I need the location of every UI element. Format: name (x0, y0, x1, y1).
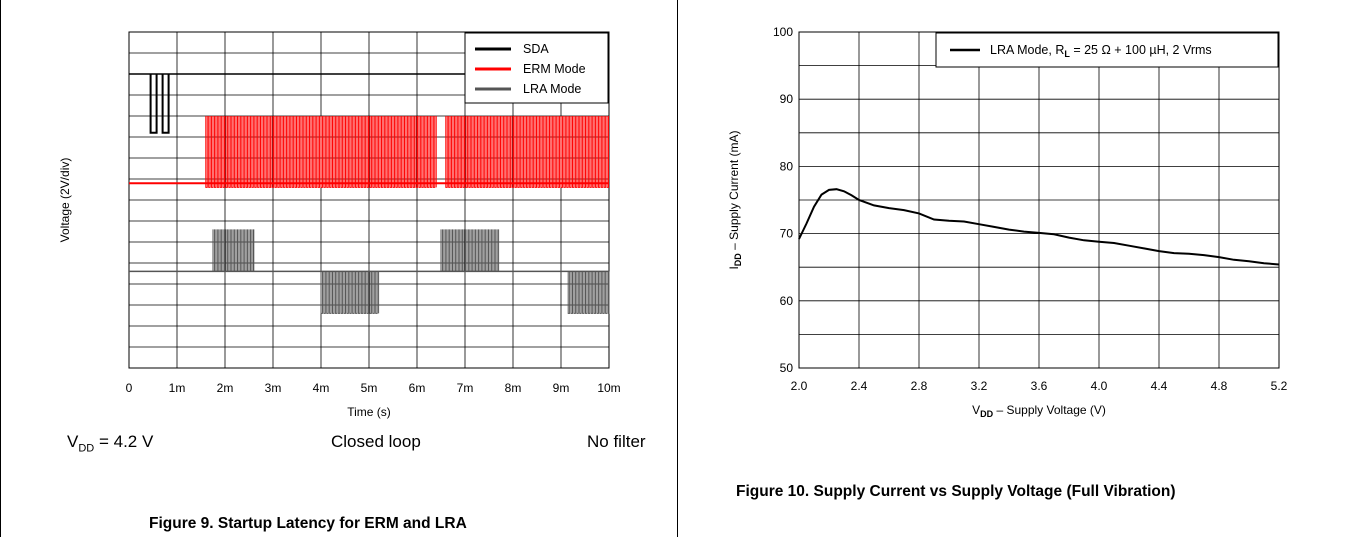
trace-burst (205, 116, 437, 188)
x-tick-label: 7m (457, 381, 474, 395)
x-tick-label: 4.4 (1151, 379, 1168, 393)
x-tick-label: 1m (169, 381, 186, 395)
figure-10-panel: 50 60 70 80 90 100 2.0 2.4 2.8 3.2 3.6 4.0 4.4 4.8 5.… (678, 0, 1351, 537)
legend: LRA Mode, RL = 25 Ω + 100 µH, 2 Vrms (935, 32, 1279, 68)
x-tick-labels: 0 1m 2m 3m 4m 5m 6m 7m 8m 9m 10m (126, 381, 621, 395)
x-tick-label: 4.8 (1211, 379, 1228, 393)
y-axis-label: IDD – Supply Current (mA) (727, 130, 743, 269)
trace-burst (212, 229, 255, 272)
traces (129, 73, 610, 314)
x-tick-label: 2.8 (911, 379, 928, 393)
x-tick-label: 3.2 (971, 379, 988, 393)
x-tick-label: 6m (409, 381, 426, 395)
x-tick-label: 2.4 (851, 379, 868, 393)
x-tick-label: 3.6 (1031, 379, 1048, 393)
x-axis-label: VDD – Supply Voltage (V) (972, 403, 1106, 419)
y-tick-labels: 50 60 70 80 90 100 (773, 25, 793, 375)
x-tick-label: 9m (553, 381, 570, 395)
supply-current-chart: 50 60 70 80 90 100 2.0 2.4 2.8 3.2 3.6 4.0 4.4 4.8 5.… (727, 25, 1288, 419)
trace-burst (320, 271, 380, 314)
x-axis-label: Time (s) (347, 405, 391, 419)
trace-erm-mode (129, 116, 610, 188)
trace-burst (445, 116, 610, 188)
loop-condition: Closed loop (331, 432, 421, 451)
x-tick-label: 0 (126, 381, 133, 395)
y-tick-label: 100 (773, 25, 793, 39)
legend-label: SDA (523, 42, 549, 56)
figure-10-caption: Figure 10. Supply Current vs Supply Volt… (736, 483, 1176, 500)
trace-burst (567, 271, 610, 314)
series-line-lra-mode (798, 188, 1280, 266)
y-tick-label: 70 (780, 227, 794, 241)
legend-label: ERM Mode (523, 62, 586, 76)
x-tick-label: 3m (265, 381, 282, 395)
y-tick-label: 60 (780, 294, 794, 308)
startup-latency-chart: 0 1m 2m 3m 4m 5m 6m 7m 8m 9m 10m SDA ERM Mode LRA Mo… (58, 31, 621, 419)
legend-label: LRA Mode (523, 82, 581, 96)
legend: SDA ERM Mode LRA Mode (464, 32, 609, 104)
trace-burst (440, 229, 500, 272)
x-tick-labels: 2.0 2.4 2.8 3.2 3.6 4.0 4.4 4.8 5.2 (791, 379, 1288, 393)
grid (799, 32, 1279, 368)
x-tick-label: 5m (361, 381, 378, 395)
x-tick-label: 8m (505, 381, 522, 395)
figure-9-panel: 0 1m 2m 3m 4m 5m 6m 7m 8m 9m 10m SDA ERM Mode LRA Mo… (0, 0, 678, 537)
x-tick-label: 2.0 (791, 379, 808, 393)
x-tick-label: 2m (217, 381, 234, 395)
filter-condition: No filter (587, 432, 646, 451)
x-tick-label: 4m (313, 381, 330, 395)
y-axis-label: Voltage (2V/div) (58, 158, 72, 243)
vdd-condition: VDD = 4.2 V (67, 432, 154, 455)
figure-9-caption: Figure 9. Startup Latency for ERM and LR… (149, 515, 467, 532)
trace-lra-mode (129, 229, 610, 314)
x-tick-label: 5.2 (1271, 379, 1288, 393)
x-tick-label: 10m (597, 381, 620, 395)
y-tick-label: 80 (780, 159, 794, 173)
legend-box (935, 32, 1279, 68)
legend-label: LRA Mode, RL = 25 Ω + 100 µH, 2 Vrms (990, 43, 1212, 59)
y-tick-label: 90 (780, 92, 794, 106)
y-tick-label: 50 (780, 361, 794, 375)
x-tick-label: 4.0 (1091, 379, 1108, 393)
trace-pulses (149, 74, 170, 134)
